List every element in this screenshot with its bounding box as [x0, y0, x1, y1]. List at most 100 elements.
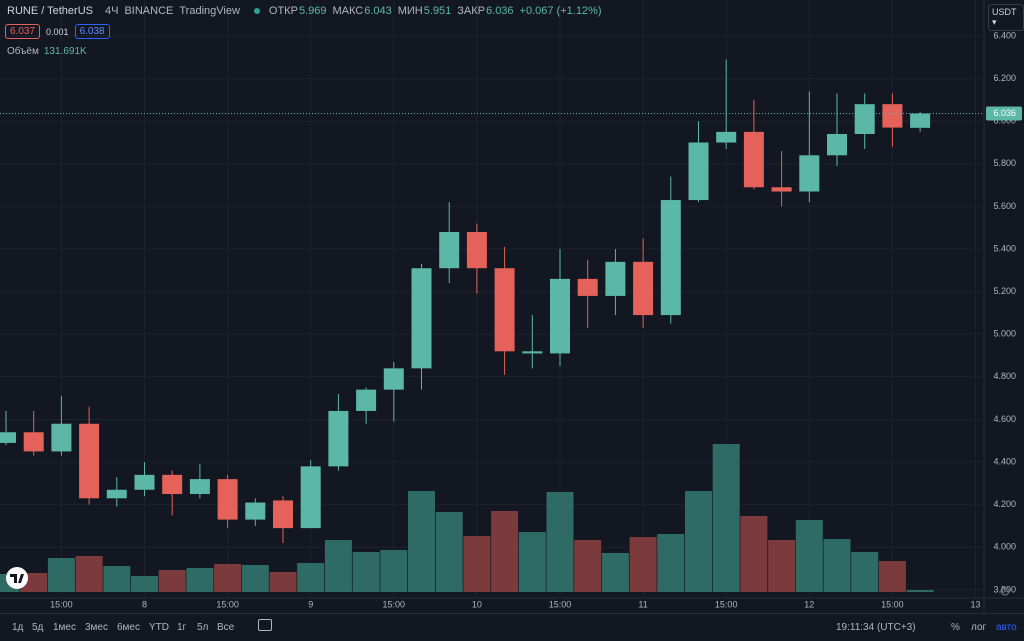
range-button[interactable]: 1мес	[53, 622, 76, 633]
range-button[interactable]: Все	[217, 622, 235, 633]
volume-bar	[158, 570, 186, 592]
volume-bar	[795, 520, 823, 592]
volume-bar	[574, 540, 602, 592]
y-tick-label: 5.600	[993, 201, 1016, 211]
candle-body	[577, 278, 598, 296]
candle-body	[328, 410, 349, 467]
volume-bar	[131, 576, 158, 592]
change: +0.067 (+1.12%)	[519, 5, 602, 17]
status-dot	[253, 8, 260, 14]
volume-bar	[629, 537, 657, 592]
candle-body	[799, 155, 820, 192]
range-button[interactable]: YTD	[149, 622, 169, 633]
candle-body	[716, 131, 737, 143]
symbol[interactable]: RUNE / TetherUS	[7, 5, 93, 17]
volume-legend: Объём 131.691K	[7, 46, 87, 57]
currency: USDT	[992, 7, 1017, 17]
volume-bar	[380, 550, 408, 592]
candle-body	[522, 351, 543, 354]
volume-bar	[186, 568, 214, 592]
y-tick-label: 4.400	[993, 456, 1016, 466]
volume-value: 131.691K	[43, 46, 87, 57]
ohlc-label: МАКС	[332, 5, 364, 17]
y-tick-label: 6.000	[993, 116, 1016, 126]
volume-bar	[851, 552, 879, 592]
ohlc-label: ОТКР	[268, 5, 298, 17]
interval[interactable]: 4Ч	[105, 5, 119, 17]
candle-body	[827, 134, 847, 156]
x-tick-label: 11	[638, 599, 647, 609]
ask[interactable]: 6.038	[74, 24, 110, 39]
candle-body	[550, 278, 570, 354]
x-tick-label: 15:00	[50, 599, 73, 609]
ohlc-label: ЗАКР	[457, 5, 486, 17]
candle-body	[79, 423, 100, 499]
volume-bar	[823, 539, 851, 592]
ohlc-value: 5.951	[423, 5, 452, 17]
date-range-icon[interactable]	[258, 619, 272, 631]
candle-body	[660, 200, 681, 316]
ohlc-value: 5.969	[298, 5, 327, 17]
y-tick-label: 5.200	[993, 286, 1016, 296]
currency-select[interactable]: USDT ▾	[988, 4, 1024, 31]
candle-body	[356, 389, 377, 411]
range-button[interactable]: 3мес	[85, 622, 108, 633]
candle-body	[189, 479, 210, 495]
volume-name: Объём	[7, 46, 39, 57]
settings-gear[interactable]	[1000, 586, 1010, 596]
y-tick-label: 3.800	[993, 584, 1016, 594]
x-tick-label: 15:00	[549, 599, 572, 609]
source: TradingView	[179, 5, 240, 17]
bid[interactable]: 6.037	[5, 24, 41, 39]
range-button[interactable]: 1д	[12, 622, 24, 633]
y-tick-label: 4.800	[993, 371, 1016, 381]
volume-bar	[297, 563, 325, 592]
exchange: BINANCE	[124, 5, 174, 17]
x-tick-label: 10	[472, 599, 482, 609]
volume-bar	[491, 511, 519, 592]
ohlc-value: 6.036	[486, 5, 514, 17]
y-tick-label: 4.600	[993, 414, 1016, 424]
candle-body	[466, 231, 487, 269]
auto-button[interactable]: авто	[996, 622, 1017, 633]
y-tick-label: 6.200	[993, 73, 1016, 83]
x-tick-label: 15:00	[383, 599, 406, 609]
candle-body	[771, 187, 792, 192]
volume-bar	[408, 491, 435, 592]
volume-bar	[75, 556, 103, 592]
y-tick-label: 4.000	[993, 542, 1016, 552]
volume-bar	[740, 516, 768, 592]
candle-body	[51, 423, 72, 452]
chart: 3.800 4.000 4.200 4.400 4.600 4.800 5.000 5.200…	[0, 0, 1024, 613]
volume-bar	[601, 553, 629, 592]
volume-bar	[878, 561, 906, 592]
range-button[interactable]: 6мес	[117, 622, 140, 633]
y-tick-label: 4.200	[993, 499, 1016, 509]
clock[interactable]: 19:11:34 (UTC+3)	[836, 622, 916, 633]
volume-bar	[103, 566, 131, 592]
candle-body	[688, 142, 709, 201]
range-button[interactable]: 5д	[32, 622, 44, 633]
bid-ask: 6.037 0.001 6.038	[5, 24, 110, 39]
candle-body	[300, 466, 321, 529]
candle-body	[854, 104, 875, 135]
range-button[interactable]: 1г	[177, 622, 187, 633]
y-tick-label: 5.800	[993, 158, 1016, 168]
candle-body	[23, 432, 44, 452]
x-tick-label: 15:00	[216, 599, 239, 609]
spread: 0.001	[46, 26, 69, 37]
candle-body	[910, 113, 931, 128]
candle-body	[743, 131, 764, 188]
candle-body	[383, 368, 404, 390]
y-tick-label: 5.400	[993, 243, 1016, 253]
volume-bar	[518, 532, 546, 592]
percent-button[interactable]: %	[951, 622, 960, 633]
bottom-toolbar: 1д 5д 1мес 3мес 6мес YTD 1г 5л Все 19:11…	[0, 613, 1024, 641]
log-button[interactable]: лог	[971, 622, 987, 633]
y-tick-label: 5.000	[993, 329, 1016, 339]
y-tick-label: 6.400	[993, 30, 1016, 40]
candle-body	[134, 474, 155, 490]
volume-bar	[435, 512, 463, 592]
candle-body	[411, 268, 432, 369]
range-button[interactable]: 5л	[197, 622, 209, 633]
